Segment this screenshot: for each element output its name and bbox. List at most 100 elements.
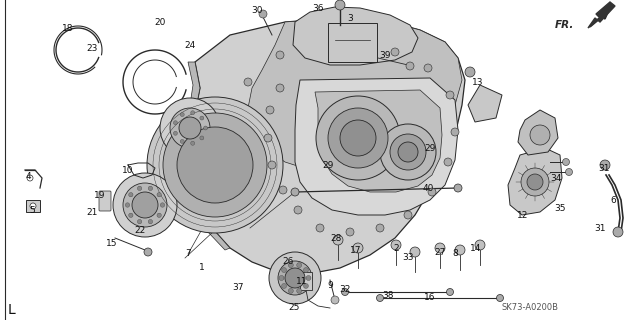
Circle shape [297, 263, 302, 268]
Text: 24: 24 [184, 41, 196, 50]
Circle shape [244, 78, 252, 86]
Circle shape [376, 224, 384, 232]
Circle shape [269, 252, 321, 304]
Circle shape [138, 220, 142, 224]
Circle shape [264, 134, 272, 142]
Circle shape [530, 125, 550, 145]
Circle shape [276, 84, 284, 92]
Circle shape [294, 206, 302, 214]
Circle shape [148, 186, 153, 190]
Text: 29: 29 [424, 143, 436, 153]
Circle shape [391, 48, 399, 56]
Circle shape [376, 294, 383, 301]
Circle shape [268, 161, 276, 169]
Text: 19: 19 [94, 190, 106, 199]
Polygon shape [468, 85, 502, 122]
Text: 27: 27 [434, 247, 446, 257]
Text: 22: 22 [134, 226, 146, 235]
Circle shape [113, 173, 177, 237]
Circle shape [496, 294, 503, 301]
Text: 37: 37 [233, 284, 244, 292]
Circle shape [161, 203, 165, 207]
Circle shape [138, 186, 142, 190]
Circle shape [148, 220, 153, 224]
Circle shape [435, 243, 445, 253]
Circle shape [336, 44, 344, 52]
Text: 30: 30 [251, 5, 262, 14]
Text: 29: 29 [322, 161, 334, 170]
Circle shape [157, 213, 161, 218]
Circle shape [562, 158, 569, 165]
Circle shape [129, 213, 133, 218]
Circle shape [521, 168, 549, 196]
Circle shape [390, 134, 426, 170]
Text: 6: 6 [610, 196, 616, 204]
Circle shape [600, 160, 610, 170]
Polygon shape [315, 90, 442, 192]
Circle shape [180, 113, 184, 116]
Circle shape [279, 186, 287, 194]
Text: 32: 32 [340, 285, 351, 294]
Polygon shape [184, 62, 230, 250]
Text: 23: 23 [86, 44, 97, 52]
Circle shape [333, 235, 343, 245]
Circle shape [27, 175, 33, 181]
Text: 1: 1 [199, 263, 205, 273]
Circle shape [335, 0, 345, 10]
Circle shape [266, 106, 274, 114]
Circle shape [406, 62, 414, 70]
Circle shape [190, 141, 195, 145]
Circle shape [285, 268, 305, 288]
Circle shape [346, 228, 354, 236]
Circle shape [279, 276, 284, 281]
Circle shape [391, 240, 401, 250]
Circle shape [613, 227, 623, 237]
Text: 28: 28 [331, 234, 341, 243]
Circle shape [147, 97, 283, 233]
Text: 34: 34 [550, 173, 562, 182]
Text: 18: 18 [62, 23, 74, 33]
Text: 20: 20 [154, 18, 166, 27]
Circle shape [447, 289, 454, 295]
Text: 35: 35 [554, 204, 566, 212]
Circle shape [144, 248, 152, 256]
Polygon shape [588, 2, 615, 28]
Text: 33: 33 [402, 253, 414, 262]
Circle shape [177, 127, 253, 203]
Text: 12: 12 [517, 211, 529, 220]
Circle shape [527, 174, 543, 190]
Circle shape [475, 240, 485, 250]
Circle shape [340, 120, 376, 156]
Circle shape [278, 261, 312, 295]
Circle shape [398, 142, 418, 162]
Text: 14: 14 [470, 244, 482, 252]
Text: 2: 2 [393, 244, 399, 252]
Circle shape [259, 10, 267, 18]
Text: 5: 5 [29, 205, 35, 214]
Circle shape [316, 224, 324, 232]
Circle shape [289, 288, 293, 293]
Circle shape [157, 193, 161, 197]
Text: 31: 31 [594, 223, 606, 233]
Circle shape [353, 243, 363, 253]
Circle shape [410, 247, 420, 257]
Circle shape [129, 193, 133, 197]
Circle shape [276, 51, 284, 59]
Circle shape [163, 113, 267, 217]
Text: 8: 8 [452, 249, 458, 258]
Circle shape [316, 96, 400, 180]
Circle shape [380, 124, 436, 180]
Circle shape [173, 121, 178, 125]
Polygon shape [508, 148, 562, 215]
Text: SK73-A0200B: SK73-A0200B [501, 303, 559, 313]
Text: 38: 38 [382, 291, 394, 300]
Polygon shape [518, 110, 558, 155]
Circle shape [446, 91, 454, 99]
FancyBboxPatch shape [99, 191, 111, 211]
Text: 36: 36 [312, 4, 324, 12]
Circle shape [465, 67, 475, 77]
Text: 39: 39 [379, 51, 390, 60]
Polygon shape [293, 7, 418, 65]
Circle shape [341, 289, 348, 295]
Circle shape [190, 111, 195, 115]
